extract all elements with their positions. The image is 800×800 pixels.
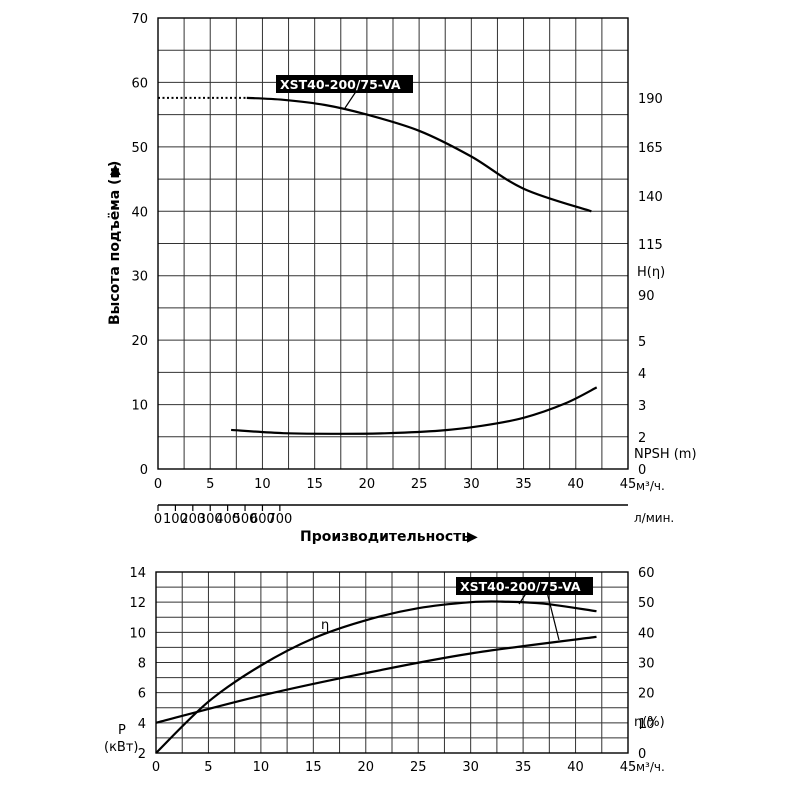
y-tick-label: 20 — [131, 334, 148, 349]
flow-unit-label: м³/ч. — [636, 479, 665, 493]
eta-tick-label: 40 — [638, 626, 655, 641]
x2-tick-label: 200 — [180, 512, 205, 527]
eta-tick-label: 0 — [638, 747, 646, 762]
x-tick-label: 45 — [620, 760, 637, 775]
head-axis-title: Высота подъёма (м) — [107, 161, 123, 325]
right-npsh-ticks: 5 4 3 2 0 — [638, 335, 646, 478]
power-model-tag: XST40-200/75-VA — [456, 577, 593, 641]
x-tick-label: 35 — [515, 477, 532, 492]
eta-tick-label: 20 — [638, 687, 655, 702]
y-tick-label: 40 — [131, 205, 148, 220]
head-axis-arrow: ▶ — [107, 164, 123, 175]
y-tick-label: 70 — [131, 12, 148, 27]
npsh-curve — [231, 386, 598, 435]
x-tick-label: 0 — [154, 477, 162, 492]
x-tick-label: 45 — [620, 477, 637, 492]
eta-tick-label: 10 — [638, 717, 655, 732]
power-tick-label: 14 — [129, 566, 146, 581]
right-h-label: H(η) — [637, 265, 665, 280]
power-curve — [155, 635, 597, 724]
power-tick-label: 12 — [129, 596, 146, 611]
right-h-tick-label: 165 — [638, 141, 663, 156]
x-tick-label: 10 — [254, 477, 271, 492]
x-tick-label: 20 — [359, 477, 376, 492]
x-tick-label: 0 — [152, 760, 160, 775]
flow-lpm-unit-label: л/мин. — [634, 511, 674, 525]
right-h-tick-label: 140 — [638, 190, 663, 205]
x2-tick-label: 700 — [267, 512, 292, 527]
power-tick-label: 2 — [138, 747, 146, 762]
x-tick-label: 5 — [204, 760, 212, 775]
x-tick-label: 15 — [305, 760, 322, 775]
power-y-ticks: 2 4 6 8 10 12 14 — [129, 566, 146, 762]
x2-tick-label: 400 — [215, 512, 240, 527]
x-tick-label: 5 — [206, 477, 214, 492]
power-model-tag-text: XST40-200/75-VA — [460, 579, 581, 594]
y-tick-label: 0 — [140, 463, 148, 478]
head-model-tag: XST40-200/75-VA — [276, 75, 413, 109]
power-flow-unit-label: м³/ч. — [636, 760, 665, 774]
x-tick-label: 40 — [567, 760, 584, 775]
x-tick-label: 35 — [515, 760, 532, 775]
head-model-tag-bg — [276, 75, 413, 93]
x2-tick-label: 600 — [250, 512, 275, 527]
right-h-tick-label: 190 — [638, 92, 663, 107]
power-tick-label: 8 — [138, 657, 146, 672]
power-axis-title: P — [118, 723, 126, 738]
right-npsh-tick-label: 2 — [638, 431, 646, 446]
power-chart-grid — [155, 571, 629, 754]
eta-tick-label: 30 — [638, 657, 655, 672]
head-chart-grid — [157, 17, 629, 470]
x2-tick-label: 100 — [163, 512, 188, 527]
power-model-tag-bg — [456, 577, 593, 595]
efficiency-curve-label: η — [321, 618, 329, 633]
x-tick-label: 40 — [568, 477, 585, 492]
head-curve — [246, 96, 592, 213]
right-h-tick-label: 115 — [638, 238, 663, 253]
flow-x-ticks: 0 5 10 15 20 25 30 35 40 45 — [154, 477, 636, 492]
right-npsh-label: NPSH (m) — [634, 447, 697, 462]
head-model-tag-text: XST40-200/75-VA — [280, 77, 401, 92]
eta-ticks: 0 10 20 30 40 50 60 — [638, 566, 655, 762]
power-x-ticks: 0 5 10 15 20 25 30 35 40 45 — [152, 760, 636, 775]
right-npsh-tick-label: 4 — [638, 367, 646, 382]
y-tick-label: 60 — [131, 76, 148, 91]
x-tick-label: 10 — [253, 760, 270, 775]
head-y-ticks: 0 10 20 30 40 50 60 70 — [131, 12, 148, 478]
power-chart-frame — [155, 571, 629, 754]
x-tick-label: 25 — [410, 760, 427, 775]
x2-tick-label: 500 — [233, 512, 258, 527]
y-tick-label: 10 — [131, 399, 148, 414]
right-h-tick-label: 90 — [638, 289, 655, 304]
power-axis-unit: (кВт) — [104, 740, 139, 755]
right-h-ticks: 190 165 140 115 90 — [638, 92, 663, 304]
x-tick-label: 15 — [306, 477, 323, 492]
power-model-tag-leader-b — [546, 591, 560, 641]
eta-axis-title: η(%) — [634, 715, 665, 730]
eta-tick-label: 60 — [638, 566, 655, 581]
y-tick-label: 50 — [131, 141, 148, 156]
power-tick-label: 4 — [138, 717, 146, 732]
right-npsh-tick-label: 3 — [638, 399, 646, 414]
head-chart-frame — [157, 17, 629, 470]
eta-tick-label: 50 — [638, 596, 655, 611]
x2-tick-label: 0 — [154, 512, 162, 527]
y-tick-label: 30 — [131, 270, 148, 285]
x-tick-label: 25 — [411, 477, 428, 492]
x-tick-label: 20 — [358, 760, 375, 775]
right-npsh-tick-label: 5 — [638, 335, 646, 350]
right-npsh-tick-label: 0 — [638, 463, 646, 478]
power-tick-label: 10 — [129, 626, 146, 641]
x2-tick-label: 300 — [198, 512, 223, 527]
flow-axis-title: Производительность — [300, 529, 470, 545]
x-tick-label: 30 — [462, 760, 479, 775]
x-tick-label: 30 — [463, 477, 480, 492]
flow-axis-arrow: ▶ — [467, 529, 478, 545]
power-tick-label: 6 — [138, 687, 146, 702]
